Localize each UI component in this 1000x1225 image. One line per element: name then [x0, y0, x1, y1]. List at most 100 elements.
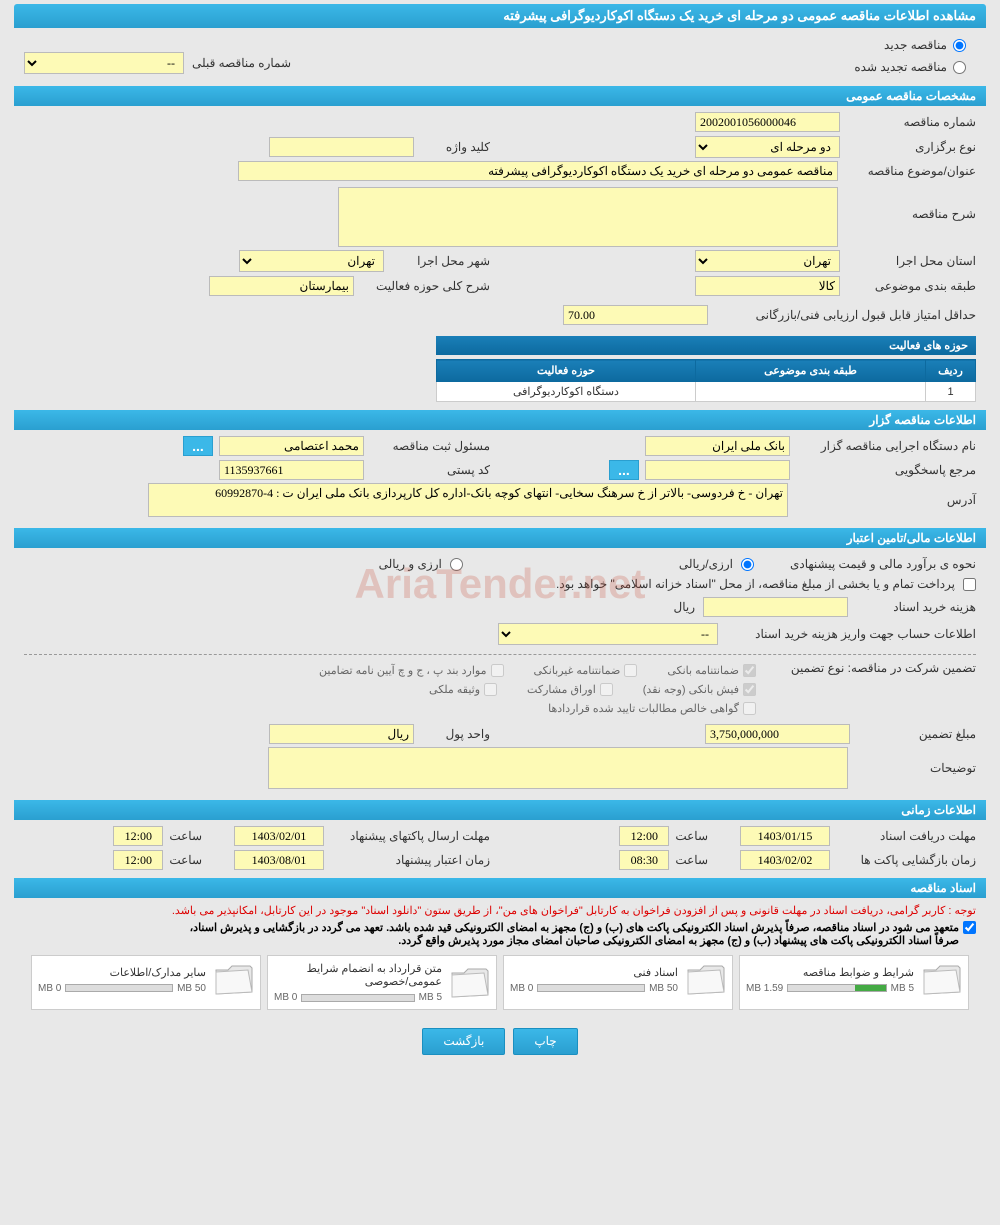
label-hour4: ساعت: [169, 853, 202, 867]
radio-currency[interactable]: [450, 558, 463, 571]
label-send: مهلت ارسال پاکتهای پیشنهاد: [330, 829, 490, 843]
doc-card[interactable]: متن قرارداد به انضمام شرایط عمومی/خصوصی 5…: [267, 955, 497, 1010]
input-amount: [705, 724, 850, 744]
doc-title: شرایط و ضوابط مناقصه: [746, 966, 914, 979]
page-title: مشاهده اطلاعات مناقصه عمومی دو مرحله ای …: [14, 4, 986, 28]
textarea-notes[interactable]: [268, 747, 848, 789]
input-open-date: [740, 850, 830, 870]
doc-max: 50 MB: [177, 983, 206, 994]
label-account: اطلاعات حساب جهت واریز هزینه خرید اسناد: [726, 627, 976, 641]
folder-icon: [686, 962, 726, 997]
radio-new-tender[interactable]: [953, 39, 966, 52]
input-open-hour: [619, 850, 669, 870]
input-org: [645, 436, 790, 456]
input-receive-date: [740, 826, 830, 846]
select-province[interactable]: تهران: [695, 250, 840, 272]
select-city[interactable]: تهران: [239, 250, 384, 272]
label-min-score: حداقل امتیاز قابل قبول ارزیابی فنی/بازرگ…: [716, 308, 976, 322]
select-type[interactable]: دو مرحله ای: [695, 136, 840, 158]
chk-securities: [600, 683, 613, 696]
col-row: ردیف: [926, 360, 976, 382]
docs-note-bold2: صرفاً اسناد الکترونیکی پاکت های پیشنهاد …: [190, 934, 959, 947]
label-amount: مبلغ تضمین: [856, 727, 976, 741]
table-row: 1دستگاه اکوکاردیوگرافی: [437, 382, 976, 402]
select-prev-tender[interactable]: --: [24, 52, 184, 74]
label-subject: عنوان/موضوع مناقصه: [846, 164, 976, 178]
input-activity-desc: [209, 276, 354, 296]
doc-card[interactable]: شرایط و ضوابط مناقصه5 MB1.59 MB: [739, 955, 969, 1010]
label-validity: زمان اعتبار پیشنهاد: [330, 853, 490, 867]
btn-print[interactable]: چاپ: [513, 1028, 577, 1055]
input-category: [695, 276, 840, 296]
doc-card[interactable]: اسناد فنی 50 MB 0 MB: [503, 955, 733, 1010]
label-hour3: ساعت: [675, 853, 708, 867]
chk-nonbank: [624, 664, 637, 677]
label-address: آدرس: [796, 493, 976, 507]
label-tender-num: شماره مناقصه: [846, 115, 976, 129]
btn-ref-lookup[interactable]: ...: [609, 460, 639, 480]
label-rial: ارزی/ریالی: [679, 557, 733, 571]
radio-renewed-tender[interactable]: [953, 61, 966, 74]
doc-max: 50 MB: [649, 983, 678, 994]
input-tender-num: [695, 112, 840, 132]
chk-cert: [743, 702, 756, 715]
chk-commit[interactable]: [963, 921, 976, 934]
doc-card[interactable]: سایر مدارک/اطلاعات 50 MB 0 MB: [31, 955, 261, 1010]
input-cost[interactable]: [703, 597, 848, 617]
folder-icon: [450, 965, 490, 1000]
select-account[interactable]: --: [498, 623, 718, 645]
chk-treasury[interactable]: [963, 578, 976, 591]
folder-icon: [214, 962, 254, 997]
doc-title: سایر مدارک/اطلاعات: [38, 966, 206, 979]
label-org: نام دستگاه اجرایی مناقصه گزار: [796, 439, 976, 453]
textarea-desc[interactable]: [338, 187, 838, 247]
input-send-hour: [113, 826, 163, 846]
doc-max: 5 MB: [891, 983, 914, 994]
label-hour1: ساعت: [675, 829, 708, 843]
label-cost-unit: ریال: [673, 600, 695, 614]
label-hour2: ساعت: [169, 829, 202, 843]
col-activity: حوزه فعالیت: [437, 360, 696, 382]
input-unit: [269, 724, 414, 744]
label-keyword: کلید واژه: [420, 140, 490, 154]
btn-back[interactable]: بازگشت: [422, 1028, 505, 1055]
doc-title: متن قرارداد به انضمام شرایط عمومی/خصوصی: [274, 962, 442, 988]
label-unit: واحد پول: [420, 727, 490, 741]
chk-bank: [743, 664, 756, 677]
input-keyword[interactable]: [269, 137, 414, 157]
label-ref: مرجع پاسخگویی: [796, 463, 976, 477]
chk-cases: [491, 664, 504, 677]
col-cat: طبقه بندی موضوعی: [695, 360, 925, 382]
label-desc: شرح مناقصه: [846, 187, 976, 221]
radio-rial[interactable]: [741, 558, 754, 571]
doc-title: اسناد فنی: [510, 966, 678, 979]
doc-used: 0 MB: [38, 983, 61, 994]
input-subject: [238, 161, 838, 181]
doc-max: 5 MB: [419, 992, 442, 1003]
label-receive: مهلت دریافت اسناد: [836, 829, 976, 843]
input-send-date: [234, 826, 324, 846]
label-new-tender: مناقصه جدید: [884, 38, 947, 52]
input-ref[interactable]: [645, 460, 790, 480]
label-prev-tender: شماره مناقصه قبلی: [192, 56, 291, 70]
label-method: نحوه ی برآورد مالی و قیمت پیشنهادی: [790, 557, 976, 571]
btn-officer-lookup[interactable]: ...: [183, 436, 213, 456]
input-min-score: [563, 305, 708, 325]
label-open: زمان بازگشایی پاکت ها: [836, 853, 976, 867]
section-general: مشخصات مناقصه عمومی: [14, 86, 986, 106]
label-category: طبقه بندی موضوعی: [846, 279, 976, 293]
activity-table-title: حوزه های فعالیت: [436, 336, 976, 355]
docs-note-bold1: متعهد می شود در اسناد مناقصه، صرفاً پذیر…: [190, 921, 959, 934]
docs-note-red: توجه : کاربر گرامی، دریافت اسناد در مهلت…: [24, 904, 976, 917]
label-type: نوع برگزاری: [846, 140, 976, 154]
label-cost: هزینه خرید اسناد: [856, 600, 976, 614]
label-notes: توضیحات: [856, 747, 976, 775]
section-time: اطلاعات زمانی: [14, 800, 986, 820]
label-guarantee: تضمین شرکت در مناقصه: نوع تضمین: [776, 661, 976, 718]
chk-property: [484, 683, 497, 696]
input-reg-officer: [219, 436, 364, 456]
label-postal: کد پستی: [370, 463, 490, 477]
textarea-address: تهران - خ فردوسی- بالاتر از خ سرهنگ سخای…: [148, 483, 788, 517]
label-reg-officer: مسئول ثبت مناقصه: [370, 439, 490, 453]
doc-used: 0 MB: [510, 983, 533, 994]
